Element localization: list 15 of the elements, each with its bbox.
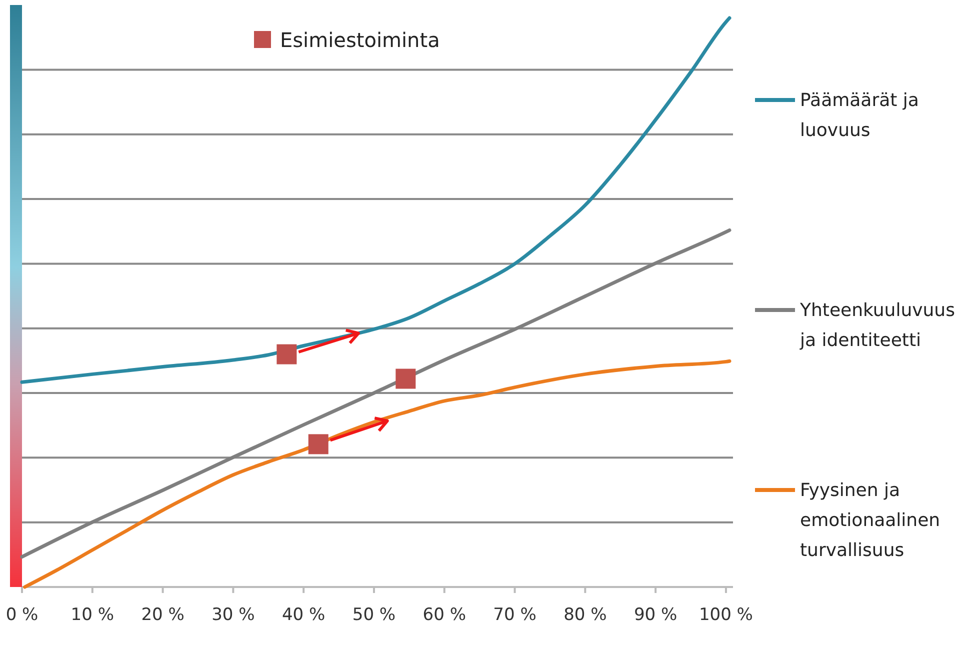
x-tick-label: 90 % bbox=[634, 604, 678, 625]
x-tick-label: 60 % bbox=[422, 604, 466, 625]
x-tick-label: 70 % bbox=[493, 604, 536, 625]
x-tick-label: 20 % bbox=[141, 604, 184, 625]
legend-label: Esimiestoiminta bbox=[280, 28, 440, 52]
x-tick-label: 100 % bbox=[698, 604, 753, 625]
legend-label: Fyysinen ja emotionaalinen turvallisuus bbox=[800, 480, 940, 561]
x-tick-label: 10 % bbox=[70, 604, 114, 625]
x-tick-label: 50 % bbox=[352, 604, 396, 625]
legend-label: Yhteenkuuluvuus ja identiteetti bbox=[799, 300, 955, 351]
x-tick-label: 0 % bbox=[6, 604, 38, 625]
x-tick-label: 30 % bbox=[212, 604, 255, 625]
x-tick-label: 40 % bbox=[282, 604, 326, 625]
legend-label: Päämäärät ja luovuus bbox=[800, 90, 919, 141]
x-tick-label: 80 % bbox=[564, 604, 607, 625]
